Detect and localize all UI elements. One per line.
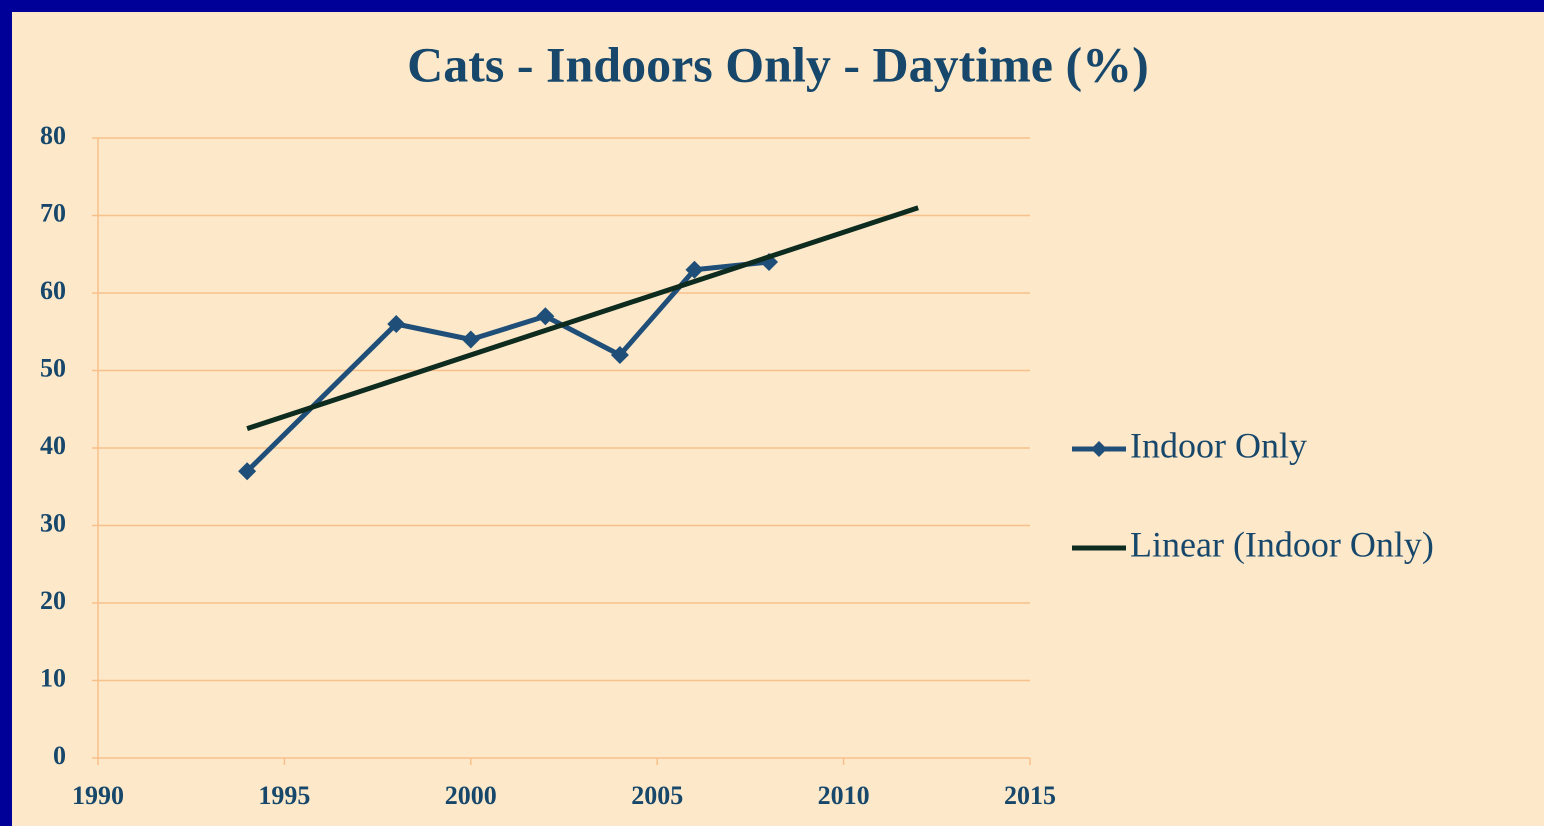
legend-label: Indoor Only [1130,425,1307,465]
chart-title: Cats - Indoors Only - Daytime (%) [407,36,1149,92]
y-tick-label: 20 [40,586,66,615]
chart-background [12,12,1544,826]
y-tick-label: 40 [40,431,66,460]
data-point [387,315,406,333]
x-tick-label: 1995 [258,781,310,810]
y-tick-label: 80 [40,121,66,150]
y-tick-label: 60 [40,276,66,305]
series-line [246,205,919,431]
y-tick-label: 30 [40,508,66,537]
data-point [461,330,480,349]
data-point [536,307,555,326]
x-tick-label: 2005 [631,781,683,810]
legend-label: Linear (Indoor Only) [1130,524,1434,564]
x-tick-label: 2010 [818,781,870,810]
data-point [610,346,629,364]
x-tick-label: 2015 [1004,781,1056,810]
x-tick-label: 2000 [445,781,497,810]
y-tick-label: 70 [40,198,66,227]
legend-marker [1091,441,1107,457]
data-point [685,260,704,279]
y-tick-label: 0 [53,741,66,770]
y-tick-label: 10 [40,663,66,692]
y-tick-label: 50 [40,353,66,382]
x-tick-label: 1990 [72,781,124,810]
data-point [238,462,257,481]
